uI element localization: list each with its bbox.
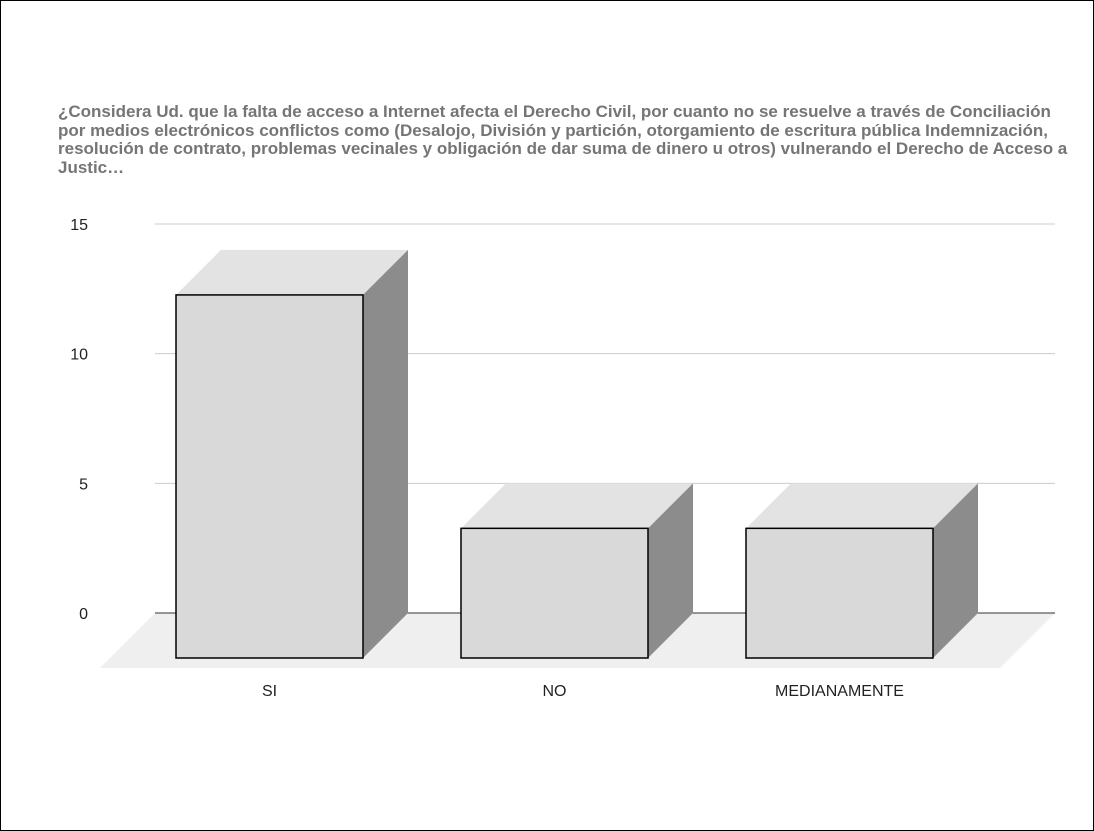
- x-category-label: MEDIANAMENTE: [775, 683, 904, 700]
- bar-side-face: [363, 249, 408, 658]
- bar-top-face: [176, 249, 408, 295]
- chart-title: ¿Considera Ud. que la falta de acceso a …: [58, 102, 1068, 177]
- x-category-label: NO: [543, 683, 567, 700]
- x-category-label: SI: [262, 683, 277, 700]
- bar-side-face: [648, 483, 693, 658]
- y-tick-label: 5: [79, 476, 88, 493]
- bar-side-face: [933, 483, 978, 658]
- bar-front-face: [745, 527, 934, 659]
- bar-front-face: [460, 527, 649, 659]
- bar-si: [175, 249, 408, 659]
- bar-front-face: [175, 294, 364, 659]
- y-tick-label: 10: [70, 347, 88, 364]
- bar-no: [460, 483, 693, 659]
- y-tick-label: 15: [70, 217, 88, 234]
- y-tick-label: 0: [79, 606, 88, 623]
- bar-top-face: [461, 483, 693, 529]
- bar-top-face: [746, 483, 978, 529]
- bar-medianamente: [745, 483, 978, 659]
